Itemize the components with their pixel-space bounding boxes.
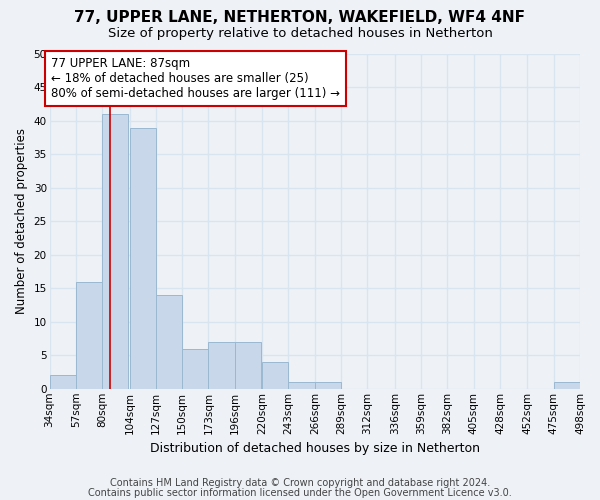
X-axis label: Distribution of detached houses by size in Netherton: Distribution of detached houses by size …	[150, 442, 480, 455]
Bar	[208, 342, 235, 389]
Bar	[289, 382, 315, 389]
Bar	[76, 282, 102, 389]
Y-axis label: Number of detached properties: Number of detached properties	[15, 128, 28, 314]
Bar	[130, 128, 156, 389]
Bar	[102, 114, 128, 389]
Bar	[235, 342, 261, 389]
Bar	[50, 376, 76, 389]
Text: 77, UPPER LANE, NETHERTON, WAKEFIELD, WF4 4NF: 77, UPPER LANE, NETHERTON, WAKEFIELD, WF…	[74, 10, 526, 25]
Bar	[156, 295, 182, 389]
Text: Contains public sector information licensed under the Open Government Licence v3: Contains public sector information licen…	[88, 488, 512, 498]
Bar	[262, 362, 289, 389]
Bar	[315, 382, 341, 389]
Text: 77 UPPER LANE: 87sqm
← 18% of detached houses are smaller (25)
80% of semi-detac: 77 UPPER LANE: 87sqm ← 18% of detached h…	[51, 58, 340, 100]
Bar	[182, 348, 208, 389]
Text: Contains HM Land Registry data © Crown copyright and database right 2024.: Contains HM Land Registry data © Crown c…	[110, 478, 490, 488]
Bar	[554, 382, 580, 389]
Text: Size of property relative to detached houses in Netherton: Size of property relative to detached ho…	[107, 28, 493, 40]
